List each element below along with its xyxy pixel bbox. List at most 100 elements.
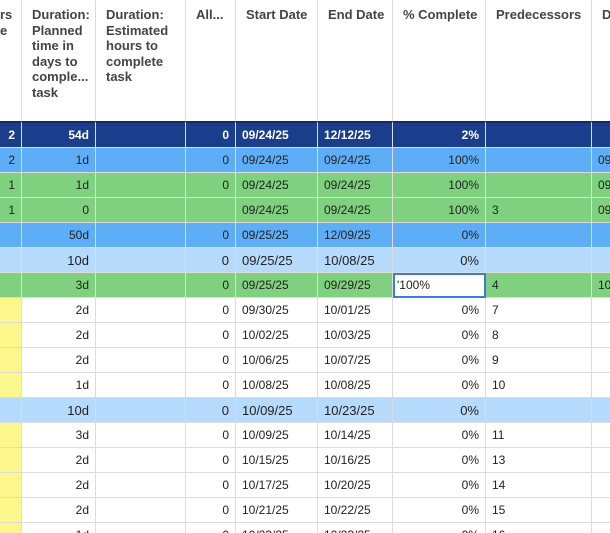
- column-header: All...: [186, 0, 236, 121]
- cell: [0, 398, 22, 423]
- cell: [592, 373, 610, 398]
- cell: 10/09/25: [236, 423, 318, 448]
- cell: 11: [486, 423, 592, 448]
- cell: 100%: [393, 173, 486, 198]
- cell: 3d: [22, 273, 96, 298]
- cell: 1d: [22, 173, 96, 198]
- cell: 10/03/25: [318, 323, 393, 348]
- cell: [592, 473, 610, 498]
- cell: 10/23/25: [236, 523, 318, 533]
- cell: 100%: [393, 148, 486, 173]
- cell: [0, 473, 22, 498]
- cell: [592, 248, 610, 273]
- cell: 09/30/25: [236, 298, 318, 323]
- cell: [486, 121, 592, 148]
- cell: [486, 398, 592, 423]
- cell: 09/29/25: [318, 273, 393, 298]
- cell: [592, 523, 610, 533]
- cell: [96, 148, 186, 173]
- cell: [592, 398, 610, 423]
- cell: [0, 298, 22, 323]
- cell: 13: [486, 448, 592, 473]
- cell: 0: [186, 298, 236, 323]
- cell: [96, 373, 186, 398]
- cell: 0: [186, 423, 236, 448]
- cell: 09/24/25: [318, 173, 393, 198]
- cell: 2: [0, 121, 22, 148]
- cell: 0%: [393, 423, 486, 448]
- cell: 0: [186, 498, 236, 523]
- cell: 0%: [393, 298, 486, 323]
- cell: 54d: [22, 121, 96, 148]
- cell: [0, 448, 22, 473]
- cell: '100%: [393, 273, 486, 298]
- cell: 3: [486, 198, 592, 223]
- cell: [96, 223, 186, 248]
- column-header: Duration: Planned time in days to comple…: [22, 0, 96, 121]
- cell: 7: [486, 298, 592, 323]
- cell: 0%: [393, 248, 486, 273]
- cell: 09/24/25: [318, 148, 393, 173]
- cell: 2: [0, 148, 22, 173]
- cell: 09: [592, 173, 610, 198]
- cell: 3d: [22, 423, 96, 448]
- cell: 10/08/25: [318, 248, 393, 273]
- cell: 0: [186, 223, 236, 248]
- cell: 10/23/25: [318, 398, 393, 423]
- cell: 100%: [393, 198, 486, 223]
- cell: 16: [486, 523, 592, 533]
- cell: 0%: [393, 498, 486, 523]
- cell: [96, 273, 186, 298]
- cell: 09/24/25: [236, 148, 318, 173]
- cell: [0, 498, 22, 523]
- cell: [96, 448, 186, 473]
- cell: 2d: [22, 498, 96, 523]
- cell: 10/23/25: [318, 523, 393, 533]
- cell: [96, 398, 186, 423]
- cell: [96, 298, 186, 323]
- cell: 10/20/25: [318, 473, 393, 498]
- cell: [96, 198, 186, 223]
- cell: 0: [186, 121, 236, 148]
- cell: 0%: [393, 223, 486, 248]
- cell: 10/16/25: [318, 448, 393, 473]
- cell: 0%: [393, 348, 486, 373]
- column-header: Duration: Estimated hours to complete ta…: [96, 0, 186, 121]
- cell: 09/24/25: [318, 198, 393, 223]
- cell: 2d: [22, 473, 96, 498]
- cell: 2d: [22, 298, 96, 323]
- cell: 10/22/25: [318, 498, 393, 523]
- cell: 0: [186, 148, 236, 173]
- cell: [96, 348, 186, 373]
- cell: [96, 121, 186, 148]
- cell: 10d: [22, 398, 96, 423]
- cell: 10/06/25: [236, 348, 318, 373]
- cell: [96, 323, 186, 348]
- cell: [186, 198, 236, 223]
- cell: 8: [486, 323, 592, 348]
- cell: 0%: [393, 523, 486, 533]
- cell: 0: [186, 473, 236, 498]
- cell: 1: [0, 173, 22, 198]
- cell: 1d: [22, 373, 96, 398]
- cell: 09/24/25: [236, 198, 318, 223]
- cell: 09: [592, 148, 610, 173]
- cell: 15: [486, 498, 592, 523]
- cell: 0: [22, 198, 96, 223]
- cell: 09/24/25: [236, 121, 318, 148]
- cell: 12/12/25: [318, 121, 393, 148]
- cell: [592, 448, 610, 473]
- cell: 0: [186, 248, 236, 273]
- cell: 0: [186, 398, 236, 423]
- cell: 09/24/25: [236, 173, 318, 198]
- cell: 10/01/25: [318, 298, 393, 323]
- cell: [0, 523, 22, 533]
- cell: 0: [186, 523, 236, 533]
- cell: 12/09/25: [318, 223, 393, 248]
- cell: 2d: [22, 323, 96, 348]
- cell: [592, 323, 610, 348]
- cell: [0, 273, 22, 298]
- column-header: End Date: [318, 0, 393, 121]
- cell: 2d: [22, 448, 96, 473]
- cell: 10/02/25: [236, 323, 318, 348]
